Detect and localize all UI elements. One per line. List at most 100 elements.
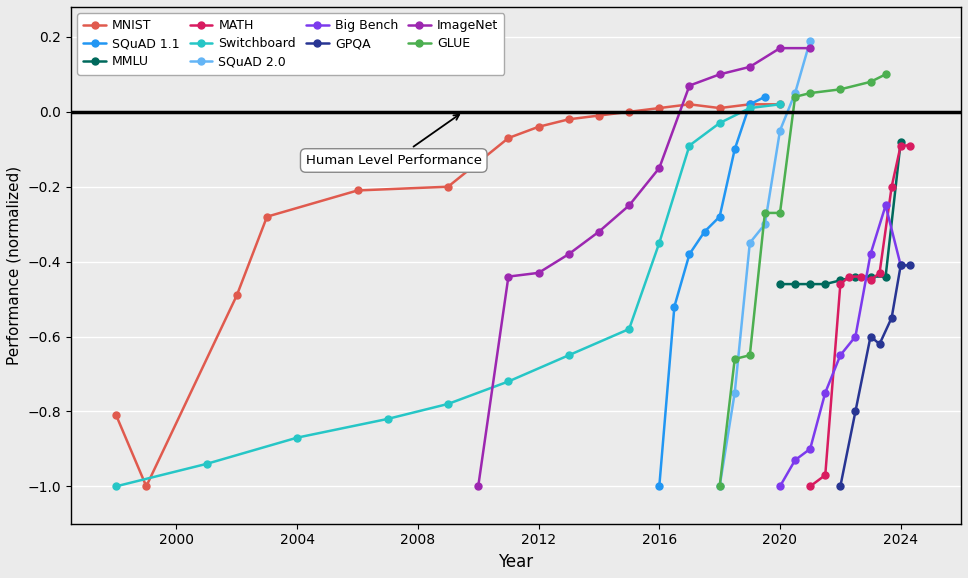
Big Bench: [894, 262, 906, 269]
Switchboard: [744, 105, 756, 112]
SQuAD 2.0: [713, 483, 725, 490]
ImageNet: [532, 269, 544, 276]
MNIST: [140, 483, 152, 490]
MATH: [894, 142, 906, 149]
MMLU: [789, 280, 801, 287]
SQuAD 2.0: [804, 37, 816, 44]
MMLU: [894, 138, 906, 145]
Line: MNIST: MNIST: [112, 101, 783, 490]
GLUE: [729, 355, 741, 362]
ImageNet: [744, 64, 756, 71]
Line: GPQA: GPQA: [837, 262, 913, 490]
GLUE: [834, 86, 846, 93]
MATH: [856, 273, 867, 280]
SQuAD 1.1: [669, 303, 681, 310]
GPQA: [850, 408, 862, 415]
ImageNet: [804, 45, 816, 51]
MNIST: [532, 123, 544, 130]
ImageNet: [683, 82, 695, 89]
GPQA: [886, 314, 897, 321]
SQuAD 1.1: [699, 228, 711, 235]
GLUE: [789, 94, 801, 101]
SQuAD 2.0: [729, 389, 741, 396]
SQuAD 2.0: [744, 239, 756, 246]
MNIST: [110, 412, 122, 418]
MNIST: [231, 292, 243, 299]
Switchboard: [653, 239, 665, 246]
SQuAD 2.0: [759, 221, 771, 228]
GLUE: [744, 352, 756, 359]
Line: Switchboard: Switchboard: [112, 101, 783, 490]
Big Bench: [820, 389, 832, 396]
Switchboard: [442, 401, 454, 407]
MMLU: [820, 280, 832, 287]
Switchboard: [291, 434, 303, 441]
MMLU: [864, 273, 876, 280]
SQuAD 1.1: [744, 101, 756, 108]
Switchboard: [502, 378, 514, 385]
MNIST: [774, 101, 786, 108]
MATH: [886, 183, 897, 190]
Big Bench: [880, 202, 892, 209]
Switchboard: [623, 325, 635, 332]
Line: MATH: MATH: [806, 142, 913, 490]
Line: Big Bench: Big Bench: [776, 202, 904, 490]
SQuAD 1.1: [653, 483, 665, 490]
MATH: [834, 280, 846, 287]
Big Bench: [804, 446, 816, 453]
MNIST: [744, 101, 756, 108]
MATH: [820, 472, 832, 479]
Big Bench: [774, 483, 786, 490]
Switchboard: [110, 483, 122, 490]
Line: ImageNet: ImageNet: [474, 45, 814, 490]
ImageNet: [502, 273, 514, 280]
GLUE: [774, 209, 786, 216]
ImageNet: [472, 483, 484, 490]
MMLU: [804, 280, 816, 287]
MMLU: [880, 273, 892, 280]
SQuAD 1.1: [683, 251, 695, 258]
MNIST: [623, 108, 635, 115]
X-axis label: Year: Year: [499, 553, 533, 571]
GPQA: [894, 262, 906, 269]
Switchboard: [382, 416, 394, 423]
MNIST: [563, 116, 575, 123]
Text: Human Level Performance: Human Level Performance: [306, 114, 482, 167]
MNIST: [683, 101, 695, 108]
SQuAD 2.0: [789, 90, 801, 97]
Big Bench: [789, 457, 801, 464]
GLUE: [713, 483, 725, 490]
MNIST: [653, 105, 665, 112]
MMLU: [850, 273, 862, 280]
ImageNet: [774, 45, 786, 51]
GPQA: [834, 483, 846, 490]
GLUE: [759, 209, 771, 216]
Switchboard: [563, 352, 575, 359]
MNIST: [442, 183, 454, 190]
Big Bench: [834, 352, 846, 359]
GPQA: [864, 333, 876, 340]
SQuAD 2.0: [774, 127, 786, 134]
ImageNet: [713, 71, 725, 78]
MNIST: [713, 105, 725, 112]
Switchboard: [683, 142, 695, 149]
Big Bench: [864, 251, 876, 258]
MNIST: [351, 187, 363, 194]
Big Bench: [850, 333, 862, 340]
SQuAD 1.1: [759, 94, 771, 101]
ImageNet: [593, 228, 605, 235]
MATH: [804, 483, 816, 490]
MNIST: [502, 135, 514, 142]
Switchboard: [774, 101, 786, 108]
GPQA: [904, 262, 916, 269]
GPQA: [874, 340, 886, 347]
MATH: [864, 277, 876, 284]
GLUE: [864, 79, 876, 86]
GLUE: [804, 90, 816, 97]
Line: GLUE: GLUE: [716, 71, 889, 490]
MATH: [843, 273, 855, 280]
MMLU: [834, 277, 846, 284]
SQuAD 1.1: [713, 213, 725, 220]
Y-axis label: Performance (normalized): Performance (normalized): [7, 166, 22, 365]
ImageNet: [623, 202, 635, 209]
